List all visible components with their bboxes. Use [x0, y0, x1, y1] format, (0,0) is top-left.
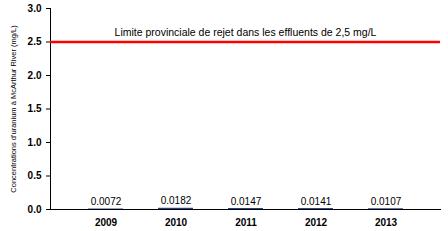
svg-text:Concentrations d'uranium à McA: Concentrations d'uranium à McArthur Rive… — [9, 25, 18, 193]
svg-text:0.0: 0.0 — [28, 204, 42, 215]
svg-text:2013: 2013 — [375, 217, 398, 228]
svg-text:Limite provinciale de rejet da: Limite provinciale de rejet dans les eff… — [115, 26, 377, 38]
svg-text:3.0: 3.0 — [28, 3, 42, 14]
svg-text:2.0: 2.0 — [28, 70, 42, 81]
svg-text:0.0141: 0.0141 — [301, 196, 332, 207]
svg-text:0.0107: 0.0107 — [371, 196, 402, 207]
svg-text:0.0147: 0.0147 — [231, 196, 262, 207]
svg-text:2.5: 2.5 — [28, 36, 42, 47]
svg-text:0.0072: 0.0072 — [91, 196, 122, 207]
svg-text:0.0182: 0.0182 — [161, 195, 192, 206]
svg-text:2011: 2011 — [235, 217, 257, 228]
svg-text:0.5: 0.5 — [28, 170, 42, 181]
svg-text:1.0: 1.0 — [28, 137, 42, 148]
svg-text:1.5: 1.5 — [28, 103, 42, 114]
svg-text:2009: 2009 — [95, 217, 118, 228]
svg-text:2012: 2012 — [305, 217, 328, 228]
svg-text:2010: 2010 — [165, 217, 188, 228]
